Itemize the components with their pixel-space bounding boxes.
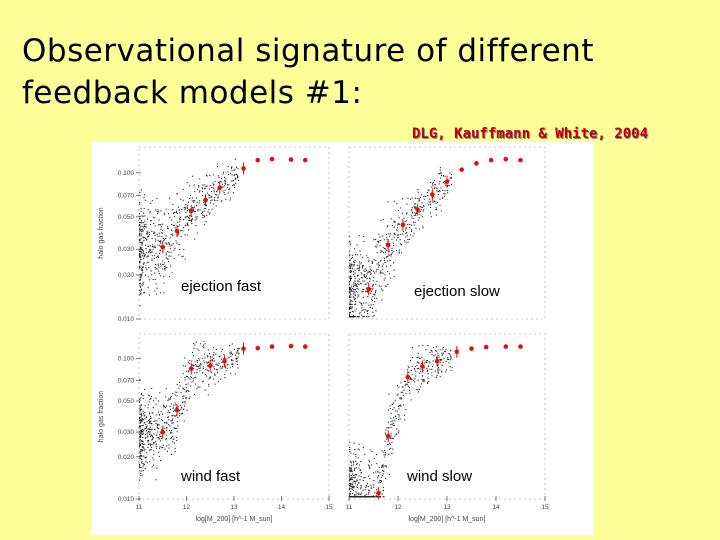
mean-point bbox=[269, 344, 275, 349]
x-tick-label: 14 bbox=[492, 504, 500, 511]
x-tick-label: 13 bbox=[230, 504, 238, 511]
mean-point bbox=[483, 344, 489, 350]
y-tick-label: 0.100 bbox=[118, 356, 135, 363]
mean-point bbox=[160, 244, 166, 250]
mean-point bbox=[376, 490, 381, 496]
mean-point bbox=[302, 344, 308, 349]
panel-label-ejection-slow: ejection slow bbox=[414, 283, 500, 300]
mean-point bbox=[366, 286, 371, 292]
mean-point bbox=[160, 429, 166, 435]
y-tick-label: 0.010 bbox=[118, 316, 135, 323]
panel-frame bbox=[348, 146, 546, 320]
panel-frame bbox=[138, 146, 330, 320]
mean-point bbox=[415, 207, 420, 212]
title-line-2: feedback models #1: bbox=[22, 75, 363, 111]
figure-plot: 0.100 0.070 0.050 0.030 0.020 0.010 halo gas f… bbox=[98, 146, 549, 523]
mean-point bbox=[255, 345, 261, 351]
particle-scatter bbox=[139, 158, 240, 307]
citation: DLG, Kauffmann & White, 2004 bbox=[412, 126, 649, 142]
y-tick-label: 0.030 bbox=[118, 429, 135, 436]
mean-point bbox=[454, 349, 460, 355]
mean-point bbox=[241, 346, 246, 351]
mean-point bbox=[174, 228, 180, 234]
y-tick-label: 0.030 bbox=[118, 246, 135, 253]
mean-point bbox=[288, 157, 294, 162]
mean-point bbox=[288, 343, 294, 349]
x-axis-label: log[M_200] [h^-1 M_sun] bbox=[196, 516, 273, 523]
x-tick-label: 12 bbox=[394, 504, 402, 511]
particle-scatter bbox=[349, 344, 453, 498]
mean-point bbox=[518, 157, 523, 163]
mean-point bbox=[459, 167, 465, 172]
mean-point bbox=[188, 366, 194, 371]
mean-point bbox=[444, 179, 450, 184]
y-tick-label: 0.050 bbox=[118, 398, 135, 405]
mean-point bbox=[405, 374, 411, 380]
panel-label-wind-fast: wind fast bbox=[181, 468, 241, 485]
particle-scatter bbox=[139, 341, 240, 481]
mean-point bbox=[385, 242, 391, 248]
y-axis-label: halo gas fraction bbox=[98, 207, 105, 258]
mean-point bbox=[269, 156, 275, 162]
x-tick-label: 13 bbox=[443, 504, 451, 511]
panel-label-ejection-fast: ejection fast bbox=[181, 278, 262, 295]
mean-point bbox=[217, 185, 223, 191]
mean-point bbox=[469, 346, 474, 351]
mean-point bbox=[207, 363, 213, 369]
panel-label-wind-slow: wind slow bbox=[407, 468, 473, 485]
title-line-1: Observational signature of different bbox=[22, 33, 594, 69]
y-tick-label: 0.020 bbox=[118, 272, 135, 279]
mean-point bbox=[222, 358, 227, 364]
mean-point bbox=[241, 166, 246, 171]
mean-point bbox=[503, 156, 509, 162]
mean-point bbox=[474, 161, 479, 166]
y-tick-label: 0.070 bbox=[118, 192, 135, 199]
mean-point bbox=[302, 157, 308, 163]
x-tick-label: 15 bbox=[541, 504, 549, 511]
x-tick-label: 15 bbox=[325, 504, 333, 511]
mean-point bbox=[518, 344, 523, 349]
mean-point bbox=[420, 364, 425, 369]
y-tick-label: 0.070 bbox=[118, 377, 135, 384]
x-tick-label: 12 bbox=[183, 504, 191, 511]
x-tick-label: 11 bbox=[346, 504, 353, 511]
y-tick-label: 0.010 bbox=[118, 496, 135, 503]
mean-point bbox=[174, 407, 180, 413]
x-tick-label: 11 bbox=[136, 504, 143, 511]
y-tick-label: 0.020 bbox=[118, 454, 135, 461]
particle-scatter bbox=[349, 167, 453, 318]
slide-title: Observational signature of different fee… bbox=[22, 30, 594, 114]
x-tick-label: 14 bbox=[278, 504, 286, 511]
mean-point bbox=[488, 157, 494, 163]
mean-point bbox=[434, 358, 440, 364]
figure: 0.100 0.070 0.050 0.030 0.020 0.010 halo gas f… bbox=[91, 142, 593, 535]
y-axis-label: halo gas fraction bbox=[98, 391, 105, 442]
mean-point bbox=[400, 222, 406, 228]
y-tick-label: 0.050 bbox=[118, 214, 135, 221]
mean-point bbox=[188, 208, 194, 214]
mean-point bbox=[385, 433, 391, 439]
mean-point bbox=[430, 192, 435, 197]
y-tick-label: 0.100 bbox=[118, 170, 135, 177]
mean-point bbox=[503, 344, 509, 349]
mean-point bbox=[203, 197, 208, 203]
x-axis-label: log[M_200] [h^-1 M_sun] bbox=[409, 516, 486, 523]
mean-point bbox=[255, 157, 261, 163]
